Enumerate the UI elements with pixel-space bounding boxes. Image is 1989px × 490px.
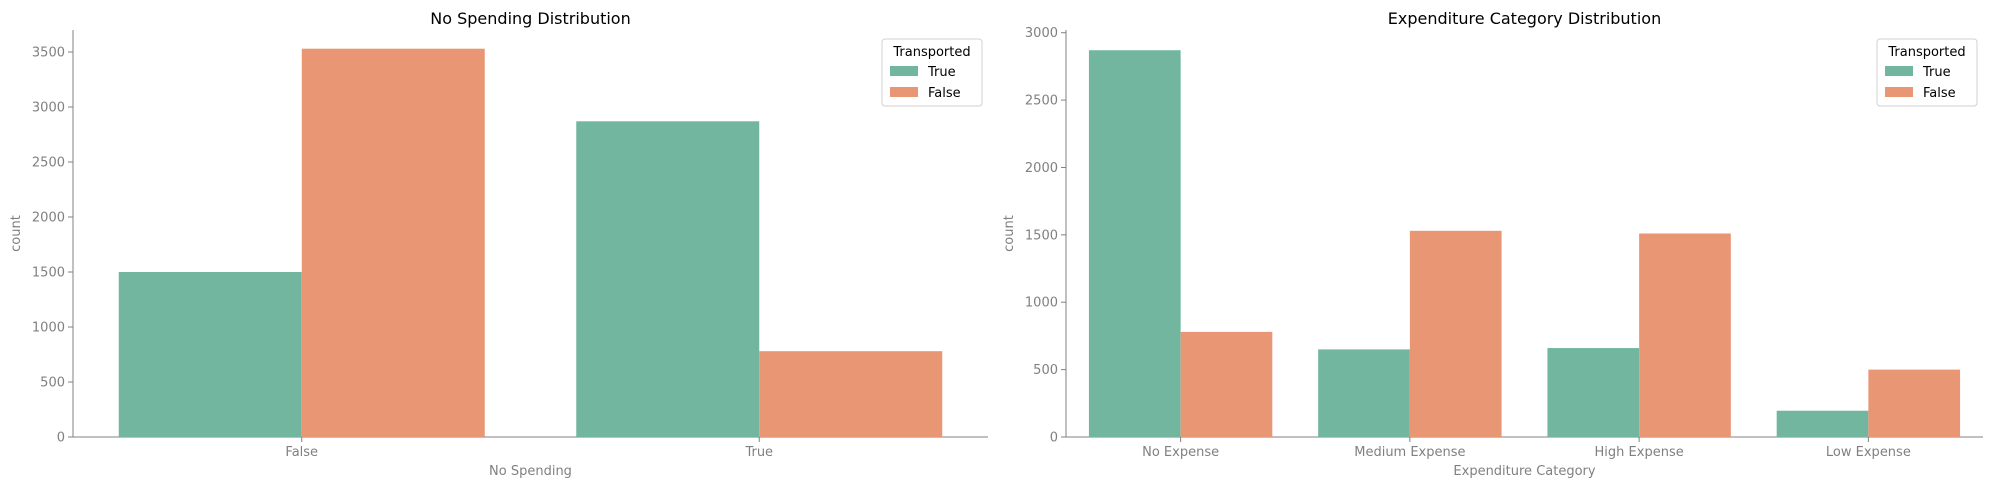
chart-2-bar-false-no-expense [1180, 331, 1273, 437]
chart-2-x-tick-label: Medium Expense [1354, 445, 1465, 460]
chart-1-legend-swatch-false [890, 87, 918, 97]
chart-2-bar-false-low-expense [1868, 369, 1961, 437]
chart-2-y-tick-label: 1000 [1025, 296, 1058, 311]
chart-2-y-tick-label: 0 [1050, 431, 1058, 446]
chart-2-legend-swatch-false [1885, 87, 1913, 97]
chart-2-legend-swatch-true [1885, 66, 1913, 76]
chart-2-x-tick-label: Low Expense [1826, 445, 1911, 460]
chart-1-x-tick-label: False [285, 445, 318, 460]
chart-1-legend-label-true: True [927, 65, 956, 80]
chart-2-x-tick-label: High Expense [1595, 445, 1684, 460]
chart-1-y-tick-label: 500 [40, 376, 65, 391]
chart-2-bar-true-no-expense [1088, 50, 1181, 437]
chart-2-bar-false-high-expense [1639, 233, 1731, 437]
chart-2-y-tick-label: 3000 [1025, 26, 1058, 41]
chart-2-bar-true-medium-expense [1318, 349, 1410, 437]
chart-2-legend-title: Transported [1887, 45, 1965, 60]
chart-1-legend-title: Transported [892, 45, 970, 60]
chart-1-y-axis-label: count [9, 215, 24, 252]
chart-1-legend-swatch-true [890, 66, 918, 76]
chart-1-x-tick-label: True [744, 445, 773, 460]
chart-2-y-tick-label: 1500 [1025, 228, 1058, 243]
chart-2-legend-label-true: True [1922, 65, 1951, 80]
chart-1-y-tick-label: 3000 [32, 101, 65, 116]
chart-1-title: No Spending Distribution [430, 9, 630, 28]
chart-2-title: Expenditure Category Distribution [1388, 9, 1661, 28]
chart-2-bar-true-low-expense [1776, 410, 1869, 437]
chart-2-y-tick-label: 2500 [1025, 94, 1058, 109]
chart-1-y-tick-label: 3500 [32, 46, 65, 61]
chart-2-x-tick-label: No Expense [1142, 445, 1219, 460]
chart-2-legend-label-false: False [1923, 86, 1956, 101]
chart-1-y-tick-label: 1000 [32, 321, 65, 336]
chart-2-y-axis-label: count [1002, 215, 1017, 252]
chart-1-y-tick-label: 2500 [32, 156, 65, 171]
chart-1-y-tick-label: 2000 [32, 211, 65, 226]
chart-2-bar-false-medium-expense [1409, 230, 1502, 437]
chart-1-bar-true-false [118, 272, 302, 437]
chart-1-x-axis-label: No Spending [489, 464, 572, 479]
chart-1-y-tick-label: 0 [57, 431, 65, 446]
chart-2-bar-true-high-expense [1547, 348, 1640, 437]
chart-1-y-tick-label: 1500 [32, 266, 65, 281]
chart-2-y-tick-label: 500 [1033, 363, 1058, 378]
chart-2-x-axis-label: Expenditure Category [1453, 464, 1595, 479]
chart-2-y-tick-label: 2000 [1025, 161, 1058, 176]
chart-1-legend-label-false: False [928, 86, 961, 101]
chart-1-bar-false-false [301, 48, 485, 437]
chart-1-bar-true-true [576, 121, 760, 438]
chart-1-bar-false-true [759, 351, 943, 437]
